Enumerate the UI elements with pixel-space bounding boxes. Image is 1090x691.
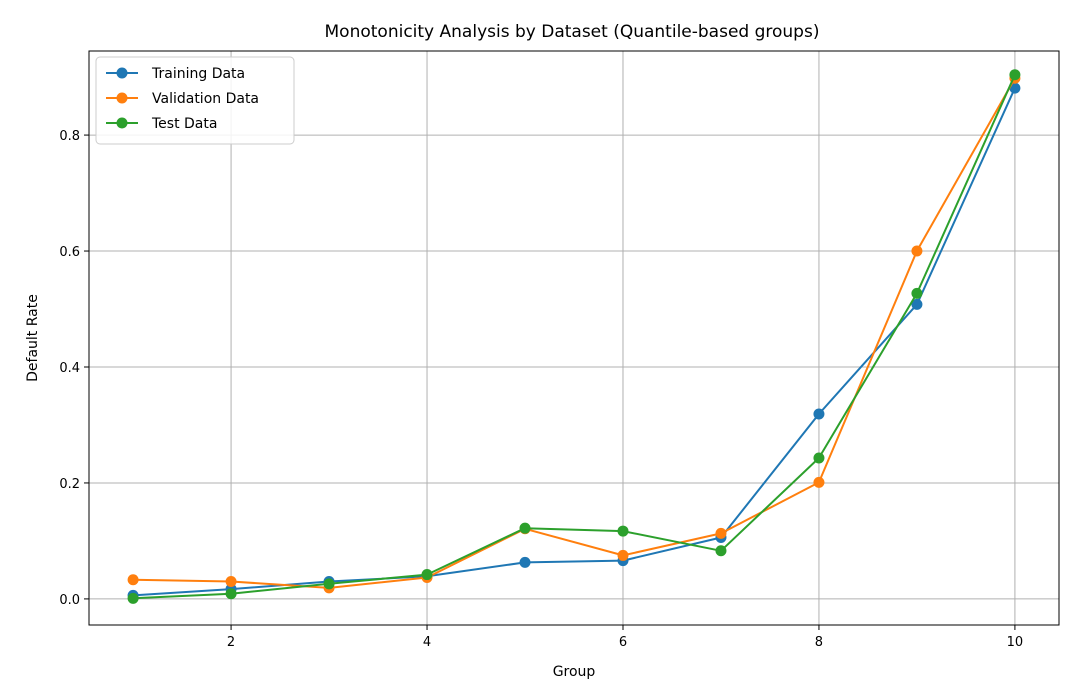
axis-ticks: 2 4 6 8 10 0.0 0.2 0.4 0.6 0.8 [59, 129, 1023, 650]
data-point [127, 574, 139, 586]
legend-marker-swatch [116, 117, 128, 129]
data-point [421, 569, 433, 581]
data-point [519, 522, 531, 534]
data-point [1009, 82, 1021, 94]
data-point [911, 245, 923, 257]
legend-label: Training Data [151, 66, 245, 82]
series-layer [127, 69, 1021, 604]
y-tick-label: 0.0 [59, 593, 80, 608]
y-tick-label: 0.8 [59, 129, 80, 144]
series-line [133, 77, 1016, 589]
y-tick-label: 0.2 [59, 477, 80, 492]
data-point [813, 452, 825, 464]
data-point [617, 549, 629, 561]
data-point [813, 476, 825, 488]
chart-title: Monotonicity Analysis by Dataset (Quanti… [325, 22, 820, 42]
x-tick-label: 8 [815, 635, 823, 650]
legend-marker-swatch [116, 92, 128, 104]
data-point [911, 298, 923, 310]
legend-marker-swatch [116, 67, 128, 79]
data-point [519, 556, 531, 568]
y-axis-label: Default Rate [25, 294, 41, 382]
legend-item: Test Data [106, 116, 217, 132]
data-point [323, 578, 335, 590]
data-point [225, 588, 237, 600]
x-tick-label: 2 [227, 635, 235, 650]
data-point [127, 592, 139, 604]
legend-label: Test Data [151, 116, 217, 132]
y-tick-label: 0.4 [59, 361, 80, 376]
x-axis-label: Group [553, 664, 596, 680]
data-point [715, 545, 727, 557]
x-tick-label: 4 [423, 635, 431, 650]
grid [89, 51, 1059, 625]
legend: Training Data Validation Data Test Data [95, 56, 295, 145]
data-point [813, 408, 825, 420]
data-point [911, 287, 923, 299]
legend-box [95, 56, 295, 145]
series-test-data [127, 69, 1021, 604]
data-point [617, 525, 629, 537]
data-point [715, 527, 727, 539]
x-tick-label: 10 [1007, 635, 1024, 650]
data-point [1009, 69, 1021, 81]
series-line [133, 74, 1016, 600]
x-tick-label: 6 [619, 635, 627, 650]
plot-frame [88, 50, 1060, 626]
legend-label: Validation Data [152, 91, 259, 107]
data-point [225, 576, 237, 588]
legend-item: Validation Data [106, 91, 259, 107]
y-tick-label: 0.6 [59, 245, 80, 260]
legend-item: Training Data [106, 66, 245, 82]
